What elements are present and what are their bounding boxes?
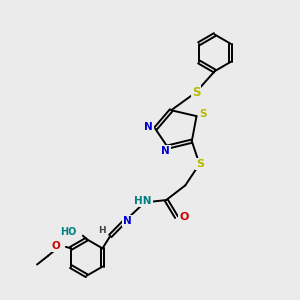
Text: N: N [123,216,132,226]
Text: S: S [199,109,207,119]
Text: S: S [192,86,200,99]
Text: N: N [144,122,153,132]
Text: N: N [161,146,170,156]
Text: O: O [179,212,188,222]
Text: H: H [98,226,106,235]
Text: HO: HO [61,227,77,237]
Text: S: S [196,159,204,169]
Text: O: O [51,241,60,251]
Text: HN: HN [134,196,152,206]
